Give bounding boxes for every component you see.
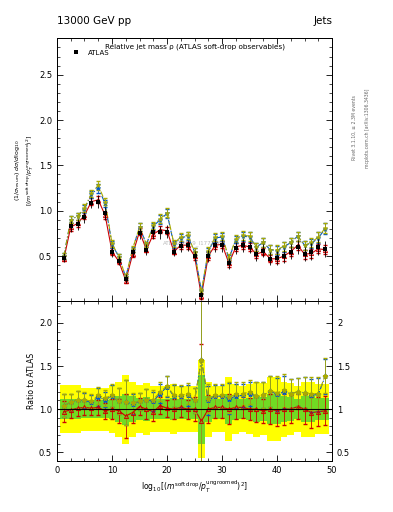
Text: Jets: Jets <box>313 15 332 26</box>
Legend: ATLAS: ATLAS <box>66 47 112 59</box>
Y-axis label: Ratio to ATLAS: Ratio to ATLAS <box>27 353 36 409</box>
Y-axis label: $(1/\sigma_{\rm resum})$ $d\sigma/d\log_{10}$
$[(m^{\rm soft\,drop}/p_T^{\rm ung: $(1/\sigma_{\rm resum})$ $d\sigma/d\log_… <box>13 134 36 206</box>
Text: Relative jet mass ρ (ATLAS soft-drop observables): Relative jet mass ρ (ATLAS soft-drop obs… <box>105 44 285 50</box>
Text: ATLAS_2019_I1772062: ATLAS_2019_I1772062 <box>163 241 226 246</box>
Text: mcplots.cern.ch [arXiv:1306.3436]: mcplots.cern.ch [arXiv:1306.3436] <box>365 88 371 168</box>
Text: Rivet 3.1.10, ≥ 2.3M events: Rivet 3.1.10, ≥ 2.3M events <box>352 96 357 160</box>
Text: 13000 GeV pp: 13000 GeV pp <box>57 15 131 26</box>
X-axis label: $\log_{10}[(m^{\rm soft\,drop}/p_T^{\rm ungroomed})^2]$: $\log_{10}[(m^{\rm soft\,drop}/p_T^{\rm … <box>141 479 248 495</box>
